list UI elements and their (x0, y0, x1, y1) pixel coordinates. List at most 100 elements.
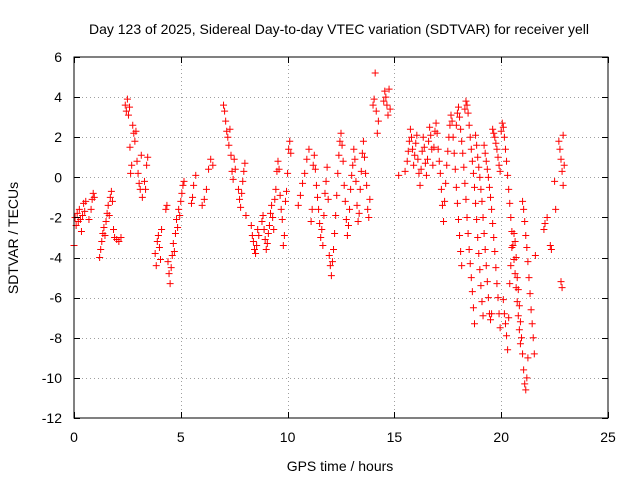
data-point (514, 286, 522, 294)
data-point (198, 201, 206, 209)
data-point (463, 213, 471, 221)
data-point (492, 139, 500, 147)
data-point (259, 211, 267, 219)
x-tick-label: 5 (177, 429, 185, 445)
data-point (452, 183, 460, 191)
data-point (171, 229, 179, 237)
data-point (494, 153, 502, 161)
data-point (521, 217, 529, 225)
y-tick-label: -12 (42, 410, 62, 426)
data-point (443, 161, 451, 169)
data-point (258, 217, 266, 225)
data-point (515, 302, 523, 310)
data-point (339, 157, 347, 165)
data-point (496, 167, 504, 175)
data-point (151, 250, 159, 258)
data-point (426, 123, 434, 131)
data-point (551, 177, 559, 185)
data-point (135, 179, 143, 187)
data-point (359, 137, 367, 145)
data-point (384, 111, 392, 119)
data-point (319, 242, 327, 250)
data-point (363, 181, 371, 189)
data-point (395, 171, 403, 179)
data-point (451, 165, 459, 173)
data-point (280, 231, 288, 239)
data-point (225, 141, 233, 149)
data-point (96, 254, 104, 262)
data-point (383, 101, 391, 109)
data-point (285, 145, 293, 153)
data-point (264, 229, 272, 237)
data-point (372, 107, 380, 115)
data-point (447, 111, 455, 119)
data-point (499, 296, 507, 304)
data-point (543, 213, 551, 221)
data-point (121, 101, 129, 109)
data-point (559, 131, 567, 139)
data-point (328, 258, 336, 266)
data-point (364, 205, 372, 213)
data-point (386, 105, 394, 113)
data-point (469, 304, 477, 312)
data-point (337, 129, 345, 137)
data-point (517, 334, 525, 342)
data-point (495, 161, 503, 169)
data-point (277, 205, 285, 213)
data-point (104, 201, 112, 209)
data-point (427, 131, 435, 139)
data-point (271, 195, 279, 203)
data-point (202, 185, 210, 193)
data-point (472, 131, 480, 139)
data-point (369, 101, 377, 109)
data-point (308, 205, 316, 213)
data-point (541, 219, 549, 227)
data-point (444, 147, 452, 155)
data-point (481, 149, 489, 157)
data-point (167, 264, 175, 272)
data-point (493, 280, 501, 288)
data-point (355, 209, 363, 217)
data-point (105, 211, 113, 219)
data-point (192, 171, 200, 179)
data-point (353, 201, 361, 209)
data-point (409, 145, 417, 153)
data-point (343, 231, 351, 239)
data-point (307, 217, 315, 225)
data-point (158, 225, 166, 233)
data-point (200, 195, 208, 203)
data-point (416, 181, 424, 189)
data-point (352, 177, 360, 185)
data-point (506, 199, 514, 207)
y-tick-label: -10 (42, 370, 62, 386)
data-point (276, 191, 284, 199)
data-point (452, 121, 460, 129)
data-point (436, 169, 444, 177)
data-point (322, 177, 330, 185)
data-point (294, 201, 302, 209)
data-point (107, 187, 115, 195)
y-tick-label: 6 (54, 49, 62, 65)
data-point (209, 161, 217, 169)
data-point (128, 161, 136, 169)
data-point (260, 225, 268, 233)
data-point (414, 155, 422, 163)
data-point (164, 258, 172, 266)
data-point (221, 107, 229, 115)
data-point (247, 221, 255, 229)
data-point (385, 85, 393, 93)
data-point (154, 231, 162, 239)
data-point (333, 191, 341, 199)
data-point (435, 157, 443, 165)
data-point (254, 225, 262, 233)
data-point (362, 169, 370, 177)
y-tick-label: -8 (50, 330, 63, 346)
data-point (170, 248, 178, 256)
data-point (410, 161, 418, 169)
data-point (448, 117, 456, 125)
data-point (441, 197, 449, 205)
data-point (485, 183, 493, 191)
data-point (417, 165, 425, 173)
y-tick-label: 0 (54, 169, 62, 185)
data-point (227, 151, 235, 159)
